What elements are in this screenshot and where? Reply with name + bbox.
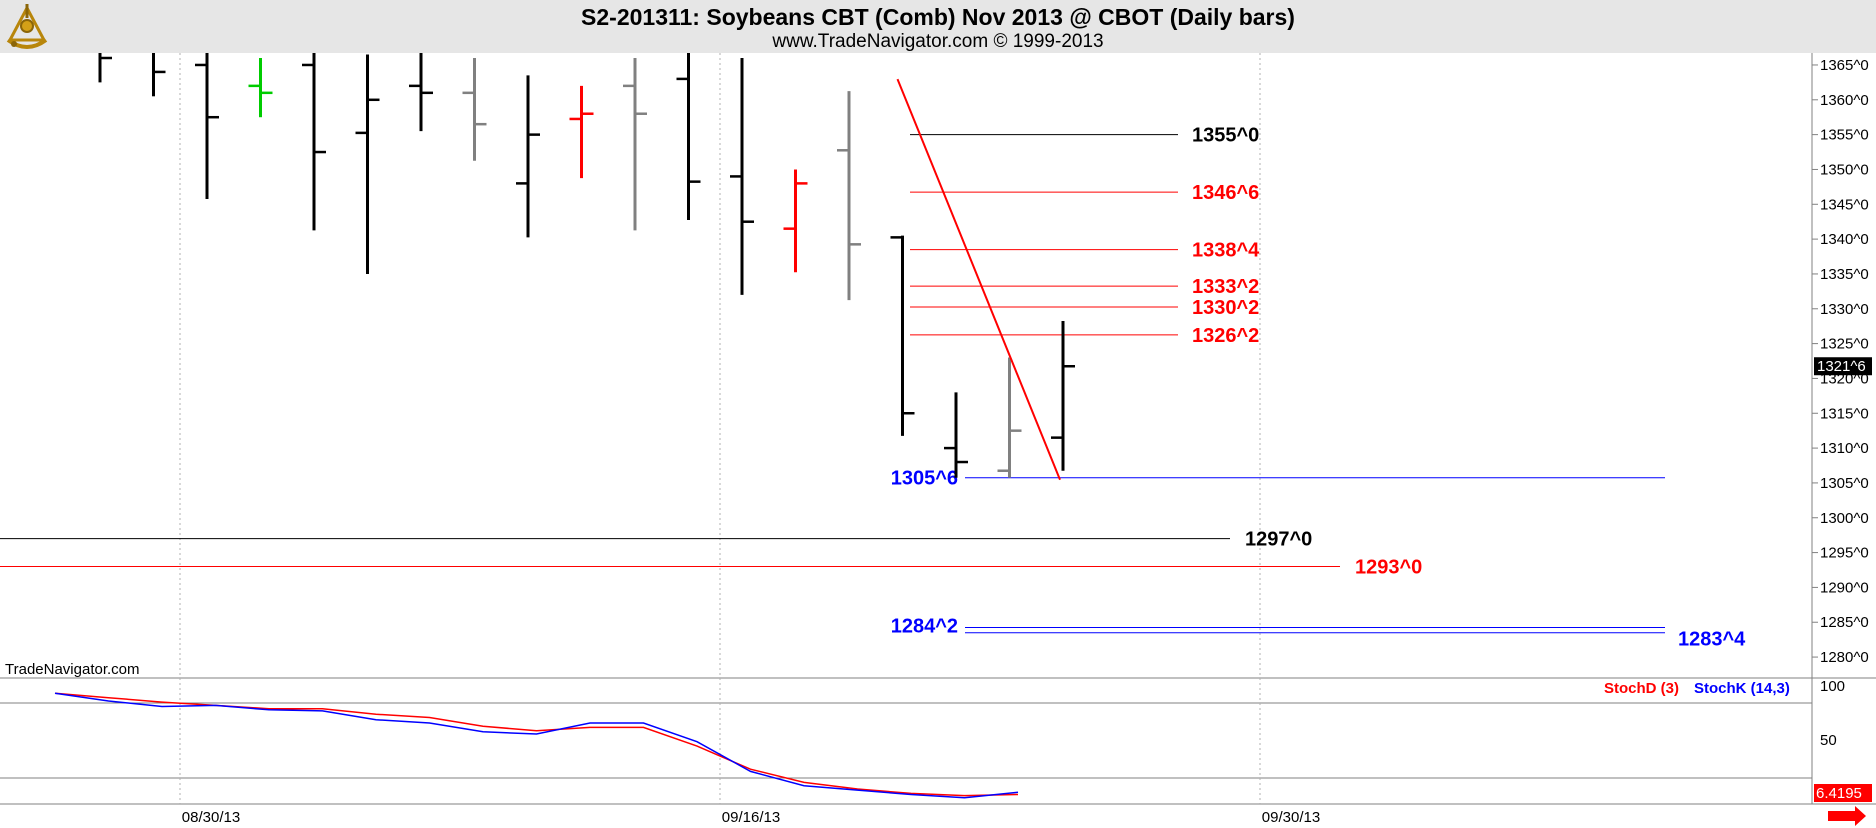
last-price-label: 1321^6 xyxy=(1817,358,1866,375)
price-level-label: 1338^4 xyxy=(1192,240,1260,262)
scroll-right-arrow-icon[interactable] xyxy=(1828,806,1866,826)
y-tick-label: 1350^0 xyxy=(1820,161,1869,178)
chart-subtitle: www.TradeNavigator.com © 1999-2013 xyxy=(772,31,1104,52)
y-tick-label: 1335^0 xyxy=(1820,266,1869,283)
y-tick-label: 1305^0 xyxy=(1820,475,1869,492)
price-level-label: 1284^2 xyxy=(891,615,958,637)
y-tick-label: 1315^0 xyxy=(1820,405,1869,422)
ohlc-bars xyxy=(98,53,1075,481)
y-tick-label: 1360^0 xyxy=(1820,92,1869,109)
stoch-y-tick-label: 100 xyxy=(1820,678,1845,695)
stoch-y-tick-label: 50 xyxy=(1820,732,1837,749)
stoch-series-line xyxy=(54,692,1019,799)
price-level-label: 1333^2 xyxy=(1192,276,1259,298)
y-tick-label: 1330^0 xyxy=(1820,301,1869,318)
price-axis: 08/30/13 09/16/13 09/30/13 1280^0 1285^0 1290… xyxy=(182,57,1872,826)
y-tick-label: 1355^0 xyxy=(1820,127,1869,144)
stoch-last-label: 6.4195 xyxy=(1816,785,1862,802)
price-level-label: 1355^0 xyxy=(1192,125,1259,147)
y-tick-label: 1285^0 xyxy=(1820,614,1869,631)
stoch-series-line xyxy=(54,692,1019,797)
last-price-badge xyxy=(1814,357,1872,376)
trend-line xyxy=(896,78,1061,481)
price-level-label: 1293^0 xyxy=(1355,557,1422,579)
y-tick-label: 1300^0 xyxy=(1820,510,1869,527)
y-tick-label: 1345^0 xyxy=(1820,196,1869,213)
x-tick-label: 09/30/13 xyxy=(1262,809,1320,826)
price-level-label: 1283^4 xyxy=(1678,629,1746,651)
watermark-label: TradeNavigator.com xyxy=(5,661,140,678)
legend-stochk: StochK (14,3) xyxy=(1694,680,1790,697)
stoch-last-badge xyxy=(1814,784,1872,802)
x-tick-label: 08/30/13 xyxy=(182,809,240,826)
y-tick-label: 1280^0 xyxy=(1820,649,1869,666)
y-tick-label: 1340^0 xyxy=(1820,231,1869,248)
y-tick-label: 1290^0 xyxy=(1820,579,1869,596)
stochastic-panel: StochD (3) StochK (14,3) xyxy=(54,680,1790,799)
y-tick-label: 1310^0 xyxy=(1820,440,1869,457)
chart-title: S2-201311: Soybeans CBT (Comb) Nov 2013 … xyxy=(581,4,1295,30)
price-level-label: 1346^6 xyxy=(1192,182,1259,204)
x-tick-label: 09/16/13 xyxy=(722,809,780,826)
price-level-label: 1326^2 xyxy=(1192,325,1259,347)
y-tick-label: 1365^0 xyxy=(1820,57,1869,74)
y-tick-label: 1325^0 xyxy=(1820,336,1869,353)
y-tick-label: 1295^0 xyxy=(1820,545,1869,562)
legend-stochd: StochD (3) xyxy=(1604,680,1679,697)
price-level-label: 1297^0 xyxy=(1245,529,1312,551)
sextant-logo-icon xyxy=(2,2,52,52)
grid-lines xyxy=(0,53,1876,805)
chart-header: S2-201311: Soybeans CBT (Comb) Nov 2013 … xyxy=(0,0,1876,53)
price-level-label: 1305^6 xyxy=(891,468,958,490)
price-level-label: 1330^2 xyxy=(1192,297,1259,319)
